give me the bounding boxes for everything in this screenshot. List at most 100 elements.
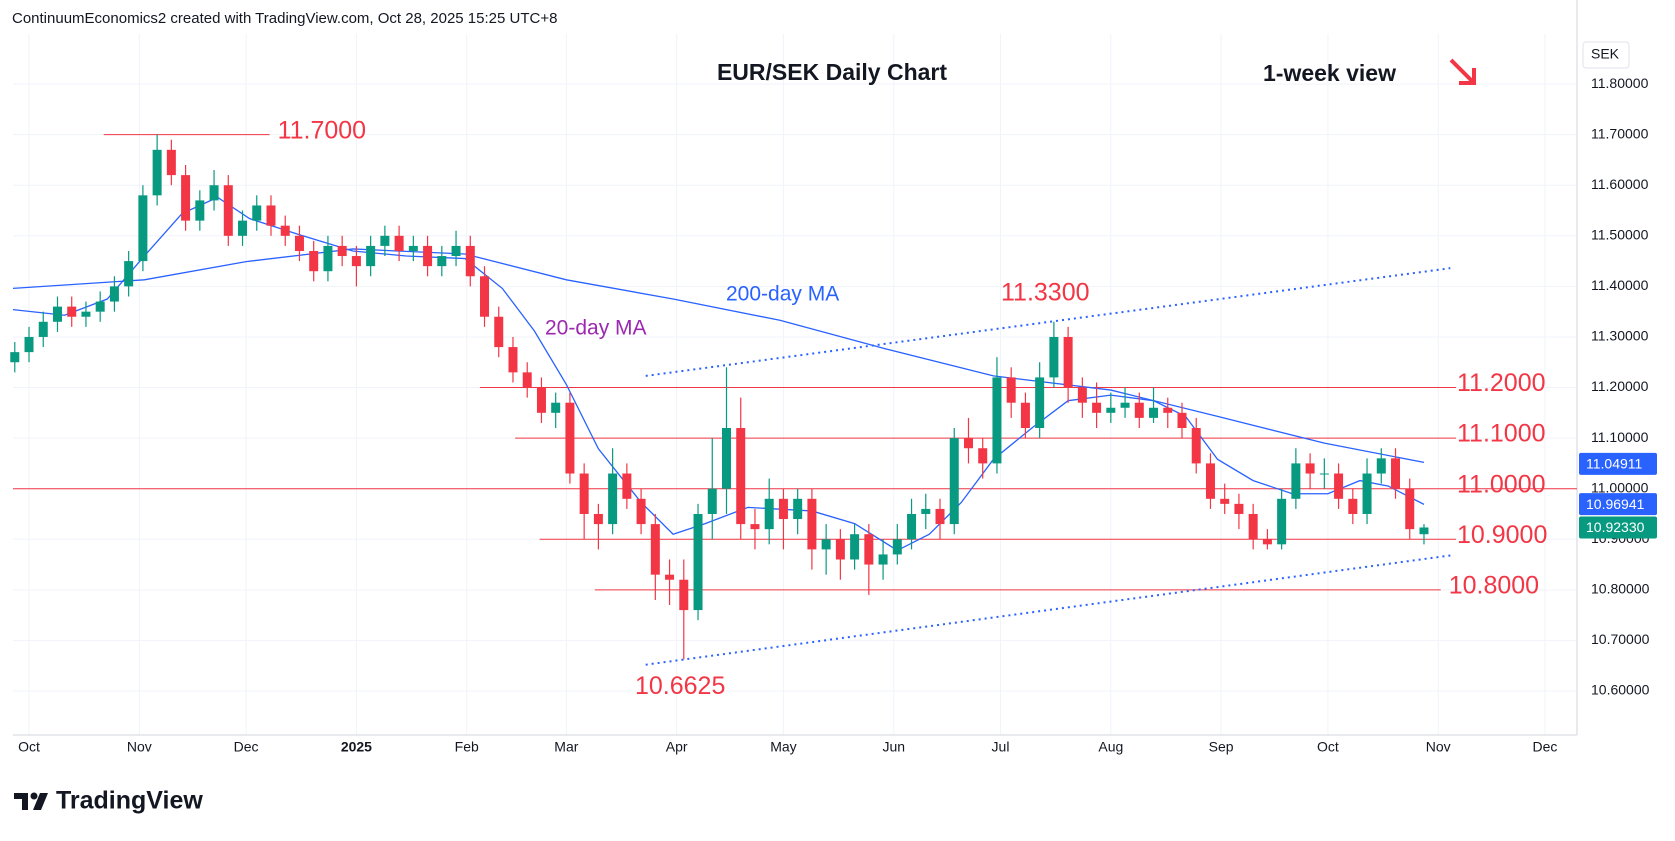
x-tick-label: Nov (127, 739, 152, 755)
price-label: 10.92330 (1586, 519, 1645, 535)
candle-body (209, 185, 219, 201)
candle-body (351, 256, 361, 267)
candle-body (238, 220, 248, 236)
candle-body (508, 347, 518, 373)
level-label: 10.9000 (1457, 521, 1547, 549)
price-label-box (1579, 493, 1657, 516)
candle-body (252, 205, 262, 221)
candle-body (551, 402, 561, 413)
candle-body (1077, 387, 1087, 403)
candle-body (949, 438, 959, 525)
candle-body (309, 250, 319, 272)
candle-body (1191, 427, 1201, 464)
level-label: 11.0000 (1457, 470, 1546, 498)
trendline (645, 554, 1451, 666)
level-label: 11.1000 (1457, 420, 1546, 448)
candle-body (821, 539, 831, 550)
legend-label: 20-day MA (545, 317, 647, 340)
x-tick-label: Dec (234, 739, 259, 755)
candle-body (1049, 336, 1059, 378)
candle-body (963, 438, 973, 449)
candle-body (1205, 463, 1215, 499)
candle-body (10, 352, 20, 363)
x-tick-label: Mar (554, 739, 578, 755)
y-tick-label: 10.80000 (1591, 581, 1650, 597)
candle-body (536, 387, 546, 413)
candle-body (1305, 463, 1315, 474)
candle-body (1134, 402, 1144, 418)
x-tick-label: Apr (666, 739, 688, 755)
candle-body (707, 488, 717, 514)
candle-body (1334, 473, 1344, 499)
candle-body (166, 149, 176, 176)
x-tick-label: Nov (1426, 739, 1451, 755)
candle-body (935, 508, 945, 525)
y-tick-label: 11.40000 (1591, 277, 1649, 293)
currency-box (1582, 41, 1630, 69)
y-tick-label: 10.60000 (1591, 682, 1650, 698)
candle-body (52, 306, 62, 322)
candle-body (366, 245, 376, 267)
candle-body (408, 245, 418, 251)
candle-body (650, 524, 660, 575)
candle-body (793, 498, 803, 520)
candle-body (195, 200, 205, 221)
x-tick-label: Sep (1209, 739, 1234, 755)
candle-body (109, 286, 119, 302)
candle-body (1291, 463, 1301, 499)
candle-body (1348, 498, 1358, 514)
candle-body (1020, 402, 1030, 428)
x-tick-label: Jul (992, 739, 1010, 755)
candle-body (1376, 458, 1386, 474)
brand: TradingView (56, 787, 203, 815)
annotation: 11.3300 (1001, 278, 1090, 306)
candle-body (921, 508, 931, 514)
candle-body (294, 235, 304, 251)
candle-body (593, 513, 603, 525)
annotation: 10.6625 (635, 672, 725, 700)
candle-body (721, 427, 731, 489)
candle-body (380, 235, 390, 246)
candle-body (608, 473, 618, 525)
candle-body (451, 245, 461, 257)
y-tick-label: 10.70000 (1591, 631, 1650, 647)
x-tick-label: Oct (18, 739, 40, 755)
x-tick-label: Feb (455, 739, 479, 755)
candle-body (522, 372, 532, 388)
candle-body (1391, 458, 1401, 489)
candle-body (266, 205, 276, 226)
price-label-box (1579, 516, 1657, 539)
candle-body (465, 245, 475, 277)
y-tick-label: 11.60000 (1591, 176, 1649, 192)
down-arrow (1449, 58, 1476, 85)
candle-body (1120, 402, 1130, 408)
candle-body (423, 245, 433, 267)
candle-body (81, 311, 91, 317)
x-tick-label: May (770, 739, 796, 755)
candle-body (978, 448, 988, 464)
level-label: 11.2000 (1457, 369, 1546, 397)
candle-body (1220, 498, 1230, 504)
candle-body (1035, 377, 1045, 428)
candle-body (38, 321, 48, 337)
candle-body (394, 235, 404, 251)
candle-body (1106, 407, 1116, 413)
candle-body (480, 276, 490, 317)
candle-body (1405, 488, 1415, 530)
y-tick-label: 11.70000 (1591, 125, 1649, 141)
level-label: 11.7000 (278, 116, 367, 144)
candle-body (1177, 412, 1187, 428)
candle-body (1277, 498, 1287, 545)
x-tick-label: Jun (882, 739, 905, 755)
candle-body (679, 579, 689, 611)
candle-body (778, 498, 788, 520)
candle-body (992, 377, 1002, 464)
candle-body (1092, 402, 1102, 413)
candle-body (323, 245, 333, 272)
candle-body (750, 524, 760, 530)
y-tick-label: 11.80000 (1591, 75, 1649, 91)
candle-body (807, 498, 817, 550)
y-tick-label: 11.10000 (1591, 429, 1649, 445)
candle-body (280, 225, 290, 236)
